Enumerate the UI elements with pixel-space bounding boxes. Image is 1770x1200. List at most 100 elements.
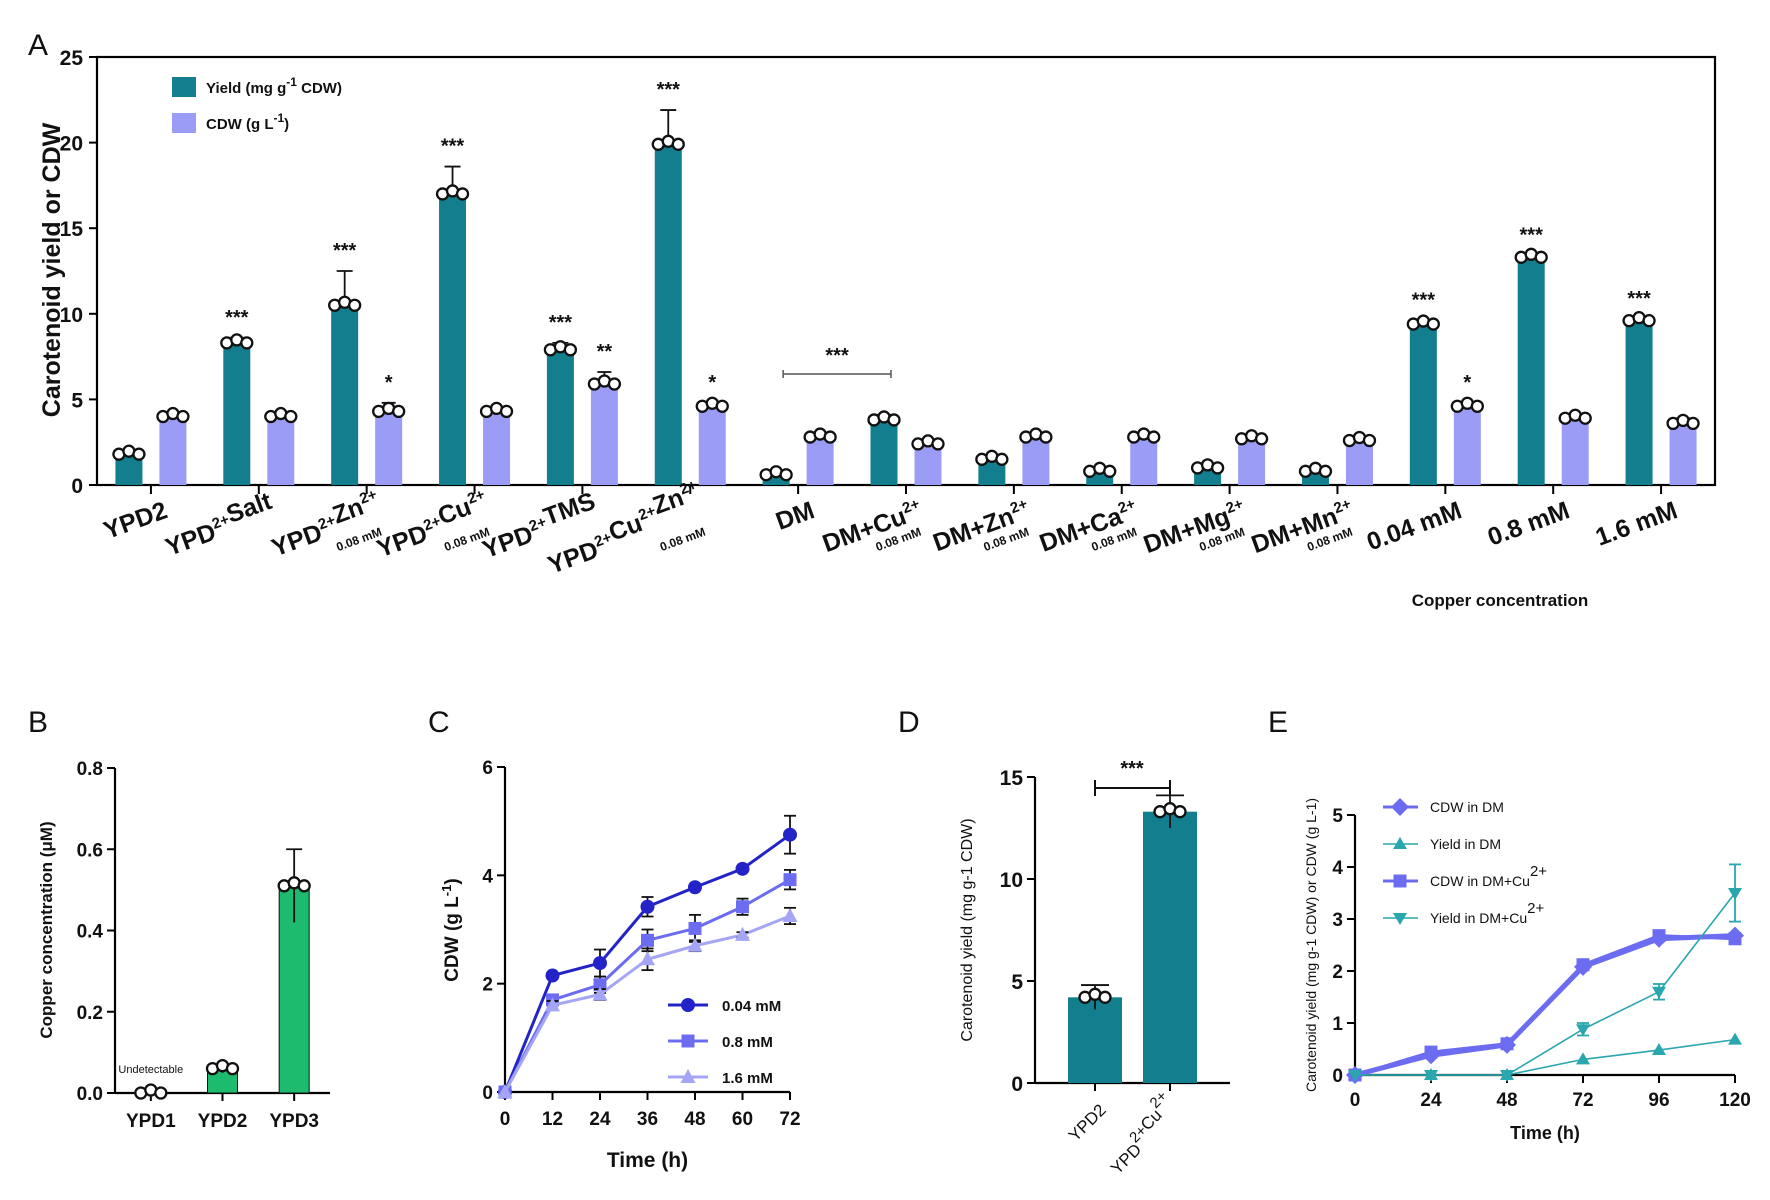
panel-a-ytick-label: 0 xyxy=(71,475,83,498)
panel-e-legend-marker xyxy=(1391,798,1409,816)
panel-d-bracket-label: *** xyxy=(1120,758,1144,780)
panel-e-legend-label: CDW in DM xyxy=(1430,799,1504,815)
panel-a-yield-bar xyxy=(1517,257,1545,485)
panel-a-yield-bar xyxy=(546,349,574,485)
panel-a-yield-bar xyxy=(439,193,467,485)
panel-d-ytick-label: 0 xyxy=(1011,1073,1023,1096)
panel-c-xtick-label: 60 xyxy=(732,1109,753,1130)
panel-label-c: C xyxy=(428,706,450,739)
panel-c-legend-label: 0.8 mM xyxy=(722,1034,773,1051)
panel-e-series-line xyxy=(1354,934,1736,1077)
panel-a-category-label: YPD2+Cu2+Zn2+ xyxy=(537,477,711,580)
panel-b-ytick-label: 0.4 xyxy=(77,922,104,943)
panel-e-xtick-label: 120 xyxy=(1719,1090,1751,1111)
panel-e-point xyxy=(1500,1037,1514,1051)
panel-a-cdw-bar xyxy=(159,416,187,485)
panel-e-point xyxy=(1424,1045,1438,1059)
panel-e-point xyxy=(1652,986,1666,999)
panel-a-yield-significance: *** xyxy=(549,312,573,334)
panel-a-yield-bar xyxy=(223,342,251,485)
panel-a-yield-significance: *** xyxy=(333,240,357,262)
panel-a-ytick-label: 25 xyxy=(60,47,84,70)
panel-e-legend-marker xyxy=(1393,913,1407,925)
panel-e-point xyxy=(1424,1070,1438,1082)
panel-b-ytick-label: 0.2 xyxy=(77,1003,103,1024)
panel-c-ytick-label: 6 xyxy=(482,758,493,779)
panel-e-xlabel: Time (h) xyxy=(1510,1123,1580,1143)
panel-a-yield-point xyxy=(240,336,254,350)
panel-e-ytick-label: 2 xyxy=(1332,962,1343,983)
panel-c-point xyxy=(593,956,607,971)
panel-c-point xyxy=(783,827,797,842)
panel-a-category-label: YPD2 xyxy=(100,496,171,545)
panel-a-cdw-point xyxy=(715,399,729,413)
panel-c-legend-marker xyxy=(680,1069,696,1083)
panel-b-ytick-label: 0.0 xyxy=(77,1084,103,1105)
panel-b-category-label: YPD1 xyxy=(126,1111,176,1132)
panel-c-legend-marker xyxy=(681,1034,695,1048)
panel-a-yield-significance: *** xyxy=(441,136,465,158)
panel-c-xtick-label: 48 xyxy=(684,1109,705,1130)
panel-d-ytick-label: 10 xyxy=(1000,869,1023,892)
panel-c-point xyxy=(545,997,560,1012)
panel-a-yield-point xyxy=(563,343,578,357)
panel-a-yield-significance: *** xyxy=(1520,225,1544,247)
panel-a-category-label: DM xyxy=(772,496,818,536)
panel-e-ytick-label: 4 xyxy=(1332,858,1343,879)
panel-a-cdw-point xyxy=(1470,399,1484,413)
panel-d-bar xyxy=(1143,811,1197,1083)
panel-c-point xyxy=(497,1084,513,1098)
panel-a-ytick-label: 5 xyxy=(71,389,83,412)
panel-d-ytick-label: 15 xyxy=(1000,767,1024,790)
panel-c-xlabel: Time (h) xyxy=(607,1149,688,1172)
panel-a-yield-point xyxy=(1318,464,1333,478)
panel-a-cdw-point xyxy=(1578,411,1592,425)
panel-label-d: D xyxy=(898,706,920,739)
panel-a-yield-point xyxy=(887,413,901,427)
panel-e-point xyxy=(1728,932,1742,946)
panel-c-xtick-label: 12 xyxy=(542,1109,563,1130)
panel-a-cdw-bar xyxy=(1561,418,1589,485)
panel-a-yield-significance: *** xyxy=(1412,290,1436,312)
panel-b-undetectable: Undetectable xyxy=(118,1064,183,1076)
panel-b-category-label: YPD2 xyxy=(198,1111,248,1132)
panel-c-point xyxy=(641,933,654,947)
panel-c-point xyxy=(545,968,560,983)
panel-label-a: A xyxy=(28,29,48,62)
panel-a-legend-yield-swatch xyxy=(172,77,196,97)
panel-c-point xyxy=(687,937,703,952)
panel-a-yield-bar xyxy=(331,305,359,485)
panel-b-point xyxy=(225,1061,240,1076)
panel-a-yield-bar xyxy=(870,419,898,485)
panel-e-legend-marker xyxy=(1393,837,1407,849)
panel-a-category-label: DM+Zn2+ xyxy=(929,495,1034,557)
panel-c-point xyxy=(593,978,607,992)
panel-a-cdw-bar xyxy=(590,383,618,485)
panel-a-cdw-bar xyxy=(1345,440,1373,485)
panel-a-yield-bar xyxy=(1625,320,1653,485)
panel-a-legend-cdw-swatch xyxy=(172,113,196,133)
panel-c-xtick-label: 24 xyxy=(589,1109,611,1130)
panel-c-point xyxy=(688,880,702,895)
panel-c-xtick-label: 36 xyxy=(637,1109,658,1130)
panel-e-legend-label: CDW in DM+Cu2+ xyxy=(1430,863,1547,889)
panel-e-point xyxy=(1728,1032,1742,1045)
panel-a-yield-point xyxy=(779,468,793,482)
panel-a-ytick-label: 20 xyxy=(60,133,83,156)
panel-e-point xyxy=(1348,1070,1362,1082)
panel-d-ytick-label: 5 xyxy=(1011,971,1023,994)
panel-e-point xyxy=(1652,1043,1666,1056)
panel-a-category-label: 1.6 mM xyxy=(1592,496,1681,551)
panel-a-cdw-significance: ** xyxy=(597,341,613,363)
panel-a-yield-point xyxy=(1534,250,1548,264)
panel-c-point xyxy=(640,899,655,914)
panel-c-legend-marker xyxy=(681,998,695,1012)
panel-a-yield-significance: *** xyxy=(1627,288,1651,310)
panel-a-legend-cdw-label: CDW (g L-1) xyxy=(206,111,289,133)
panel-e-ytick-label: 0 xyxy=(1332,1066,1343,1087)
panel-a-cdw-significance: * xyxy=(385,372,393,394)
panel-c-point xyxy=(735,861,750,876)
panel-a-cdw-bar xyxy=(375,411,403,485)
panel-e-xtick-label: 0 xyxy=(1350,1090,1361,1111)
